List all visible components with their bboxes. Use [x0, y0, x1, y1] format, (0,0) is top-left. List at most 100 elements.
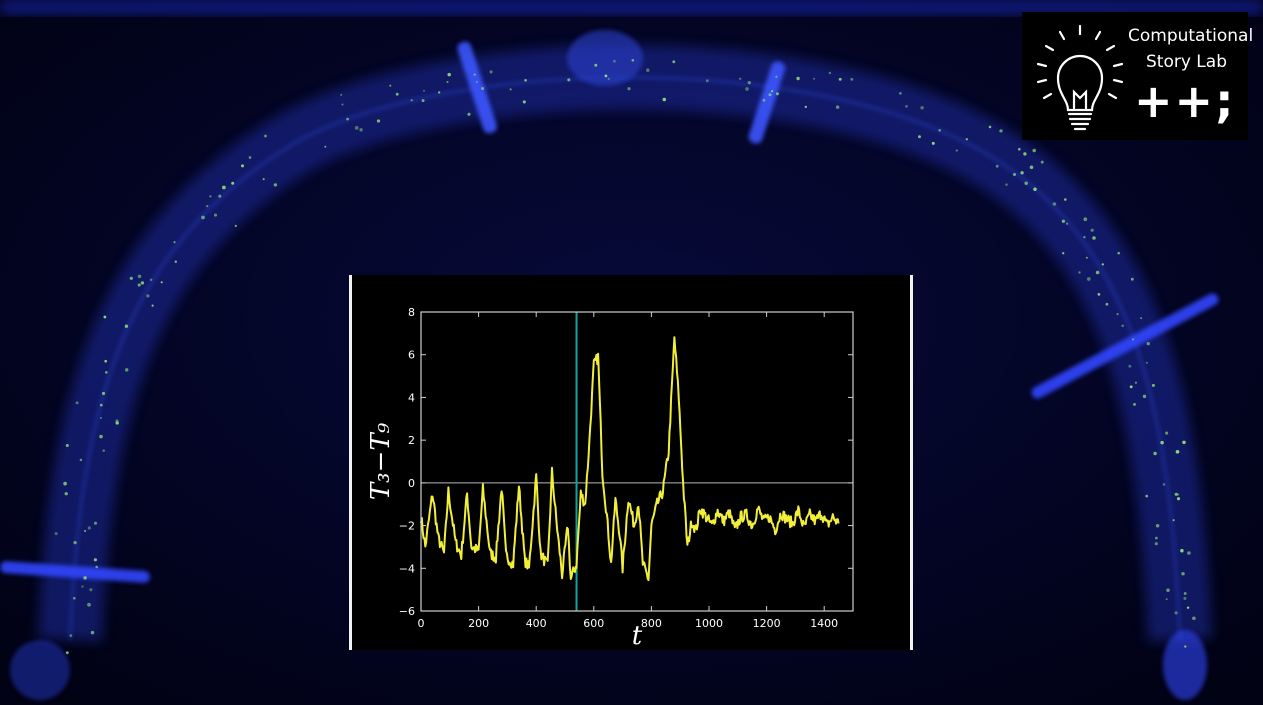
- tracer-particle: [1145, 361, 1148, 364]
- y-tick-label: 8: [408, 306, 415, 319]
- tracer-particle: [1101, 263, 1104, 266]
- tracer-particle: [1062, 252, 1065, 255]
- tracer-particle: [1066, 222, 1069, 225]
- tracer-particle: [102, 449, 105, 452]
- tracer-particle: [1192, 616, 1196, 621]
- y-tick-label: 2: [408, 434, 415, 447]
- tracer-particle: [262, 178, 265, 181]
- tracer-particle: [1133, 402, 1136, 406]
- tracer-particle: [775, 92, 779, 96]
- tracer-particle: [146, 294, 150, 298]
- tracer-particle: [1165, 431, 1169, 435]
- tracer-particle: [104, 359, 107, 363]
- tracer-particle: [1151, 383, 1155, 387]
- tracer-particle: [613, 59, 616, 63]
- tracer-particle: [103, 315, 107, 319]
- tracer-particle: [1095, 270, 1100, 275]
- tracer-particle: [410, 99, 413, 102]
- tracer-particle: [99, 416, 102, 420]
- tracer-particle: [1083, 217, 1088, 222]
- tracer-particle: [206, 205, 209, 208]
- tracer-particle: [64, 492, 68, 496]
- x-axis-label: t: [632, 621, 643, 650]
- logo-line-2: Story Lab: [1146, 52, 1227, 72]
- tracer-particle: [1176, 497, 1181, 501]
- tracer-particle: [1023, 152, 1027, 156]
- tracer-particle: [99, 403, 103, 407]
- tracer-particle: [63, 481, 67, 486]
- chart-panel: 0 200 400 600 800 1000 1200 1400 −6 −4 −2 0 2 4 6 8 t …: [349, 275, 913, 650]
- tracer-particle: [1187, 551, 1191, 555]
- tracer-particle: [140, 281, 145, 285]
- y-tick-label: −6: [399, 605, 415, 618]
- y-tick-label: −4: [399, 562, 415, 575]
- tracer-particle: [489, 70, 493, 74]
- tracer-particle: [1040, 160, 1044, 164]
- tracer-particle: [359, 128, 363, 132]
- tracer-particle: [1117, 251, 1120, 255]
- tracer-particle: [1174, 492, 1178, 496]
- tracer-particle: [1033, 187, 1037, 192]
- tracer-particle: [83, 576, 87, 580]
- tracer-particle: [1183, 596, 1187, 600]
- x-tick-label: 1000: [695, 617, 723, 630]
- x-tick-label: 0: [418, 617, 425, 630]
- tracer-particle: [662, 97, 667, 102]
- tracer-particle: [918, 135, 921, 139]
- tracer-particle: [240, 164, 245, 168]
- tracer-particle: [745, 87, 749, 91]
- tracer-particle: [1145, 494, 1149, 498]
- tracer-particle: [522, 100, 526, 104]
- tracer-particle: [87, 602, 91, 607]
- tracer-particle: [124, 368, 129, 372]
- tracer-particle: [83, 529, 87, 533]
- tracer-particle: [1174, 611, 1178, 615]
- y-tick-label: 0: [408, 477, 415, 490]
- tracer-particle: [1018, 147, 1021, 151]
- tracer-particle: [988, 125, 992, 129]
- tracer-particle: [1183, 592, 1187, 595]
- tracer-particle: [524, 79, 527, 82]
- tracer-particle: [1105, 302, 1109, 306]
- tracer-particle: [1154, 542, 1158, 546]
- tracer-particle: [137, 274, 142, 279]
- tracer-particle: [1083, 236, 1086, 239]
- tracer-particle: [567, 78, 571, 82]
- tracer-particle: [594, 63, 598, 67]
- tracer-particle: [835, 105, 840, 109]
- tracer-particle: [1155, 536, 1158, 540]
- tracer-particle: [509, 88, 512, 91]
- tracer-particle: [604, 74, 608, 78]
- tracer-particle: [771, 90, 774, 93]
- tracer-particle: [218, 194, 222, 198]
- tracer-particle: [137, 283, 141, 287]
- y-tick-label: −2: [399, 520, 415, 533]
- tracer-particle: [264, 134, 267, 138]
- tracer-particle: [65, 443, 69, 448]
- tracer-particle: [1128, 364, 1132, 368]
- tracer-particle: [87, 526, 91, 530]
- tracer-particle: [209, 195, 212, 198]
- tracer-particle: [95, 565, 98, 569]
- tracer-particle: [151, 304, 154, 307]
- tracer-particle: [467, 112, 471, 116]
- tracer-particle: [1142, 394, 1147, 399]
- tracer-particle: [1061, 219, 1066, 223]
- tracer-particle: [81, 585, 84, 588]
- logo-line-1: Computational: [1128, 26, 1254, 46]
- x-tick-label: 400: [526, 617, 547, 630]
- x-tick-label: 1400: [810, 617, 838, 630]
- tracer-particle: [828, 71, 832, 75]
- tracer-particle: [160, 281, 163, 284]
- tracer-particle: [1029, 165, 1034, 170]
- tracer-particle: [149, 278, 153, 282]
- y-tick-label: 6: [408, 349, 415, 362]
- tracer-particle: [938, 128, 942, 132]
- tracer-particle: [1064, 198, 1067, 201]
- tracer-particle: [705, 79, 709, 83]
- logo-line-3: ++;: [1134, 74, 1236, 128]
- y-tick-label: 4: [408, 391, 415, 404]
- tracer-particle: [739, 77, 742, 80]
- tracer-particle: [79, 458, 83, 462]
